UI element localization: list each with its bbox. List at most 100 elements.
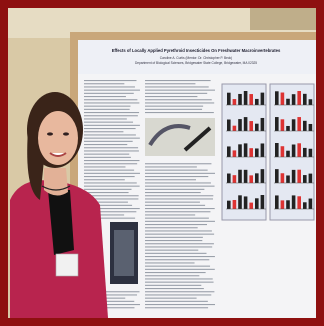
- text-line: [84, 144, 128, 146]
- text-line: [84, 307, 135, 309]
- text-line: [84, 124, 140, 126]
- text-line: [145, 182, 211, 184]
- necklace: [41, 185, 71, 191]
- window: [250, 8, 316, 30]
- mini-bar: [249, 175, 253, 183]
- text-line: [84, 166, 126, 168]
- text-columns: [84, 80, 215, 309]
- text-line: [145, 99, 212, 101]
- mini-bar: [227, 146, 231, 157]
- mini-charts: [226, 91, 314, 210]
- mini-bar: [291, 169, 296, 183]
- text-line: [145, 275, 200, 277]
- text-line: [84, 121, 134, 123]
- text-line: [145, 300, 208, 302]
- text-line: [145, 252, 207, 254]
- text-line: [145, 227, 198, 229]
- mini-bar: [308, 123, 313, 131]
- text-line: [84, 294, 138, 296]
- text-line: [145, 198, 213, 200]
- text-line: [145, 96, 198, 98]
- mini-bar: [286, 98, 290, 105]
- mini-bar: [249, 94, 253, 105]
- smile: [49, 152, 67, 157]
- text-line: [145, 195, 214, 197]
- mini-bar: [291, 119, 296, 131]
- mini-bar: [249, 202, 253, 209]
- mini-bar: [232, 125, 237, 131]
- mini-bar: [308, 173, 313, 183]
- mini-bar: [249, 148, 253, 157]
- poster-header: [78, 40, 316, 74]
- mini-bar: [303, 120, 307, 131]
- text-line: [84, 150, 139, 152]
- text-line: [145, 163, 212, 165]
- mini-bar: [227, 200, 231, 209]
- text-line: [145, 291, 215, 293]
- text-line: [84, 156, 131, 158]
- text-line: [84, 118, 127, 120]
- name-badge: [55, 253, 79, 277]
- mini-bar: [303, 175, 307, 183]
- mini-bar: [280, 92, 285, 105]
- text-line: [84, 179, 125, 181]
- text-line: [84, 304, 140, 306]
- text-line: [84, 102, 140, 104]
- text-line: [145, 188, 205, 190]
- text-line: [145, 272, 206, 274]
- text-line: [84, 169, 135, 171]
- mini-bar: [280, 173, 285, 183]
- text-line: [145, 262, 195, 264]
- mini-bar: [275, 91, 279, 105]
- text-line: [84, 176, 135, 178]
- text-line: [84, 137, 140, 139]
- text-line: [145, 166, 197, 168]
- mini-bar: [232, 175, 237, 183]
- text-line: [145, 176, 209, 178]
- text-line: [145, 112, 214, 114]
- text-line: [84, 83, 125, 85]
- text-line: [145, 220, 215, 222]
- mini-bar: [238, 195, 242, 209]
- text-line: [145, 268, 215, 270]
- mini-bar: [227, 119, 231, 131]
- mini-bar: [255, 173, 259, 183]
- mini-bar: [260, 92, 265, 105]
- poster-photo-inner: [114, 230, 134, 276]
- mini-bar: [260, 117, 265, 131]
- mini-bar: [232, 99, 237, 105]
- mini-bar: [303, 202, 307, 209]
- text-line: [145, 172, 215, 174]
- hair-side: [27, 130, 44, 200]
- text-line: [145, 179, 196, 181]
- mini-bar: [275, 195, 279, 209]
- text-line: [84, 86, 135, 88]
- text-line: [84, 112, 140, 114]
- text-line: [145, 108, 203, 110]
- text-line: [145, 281, 214, 283]
- mini-bar: [303, 147, 307, 157]
- text-line: [145, 214, 196, 216]
- neck: [44, 168, 68, 196]
- mini-bar: [297, 91, 301, 105]
- text-line: [145, 294, 212, 296]
- text-line: [145, 89, 215, 91]
- face: [38, 111, 78, 165]
- mini-bar: [227, 92, 231, 105]
- text-line: [145, 169, 208, 171]
- mini-bar: [238, 144, 242, 157]
- text-line: [145, 249, 199, 251]
- text-line: [84, 80, 137, 82]
- mini-bar: [227, 173, 231, 183]
- text-line: [145, 86, 209, 88]
- mini-bar: [243, 91, 248, 105]
- mini-bar: [308, 148, 313, 157]
- text-line: [145, 265, 211, 267]
- text-line: [145, 233, 215, 235]
- text-line: [145, 192, 201, 194]
- mini-bar: [297, 143, 301, 157]
- text-line: [84, 105, 131, 107]
- mini-bar: [232, 199, 237, 209]
- text-line: [145, 256, 215, 258]
- mini-bar: [243, 143, 248, 157]
